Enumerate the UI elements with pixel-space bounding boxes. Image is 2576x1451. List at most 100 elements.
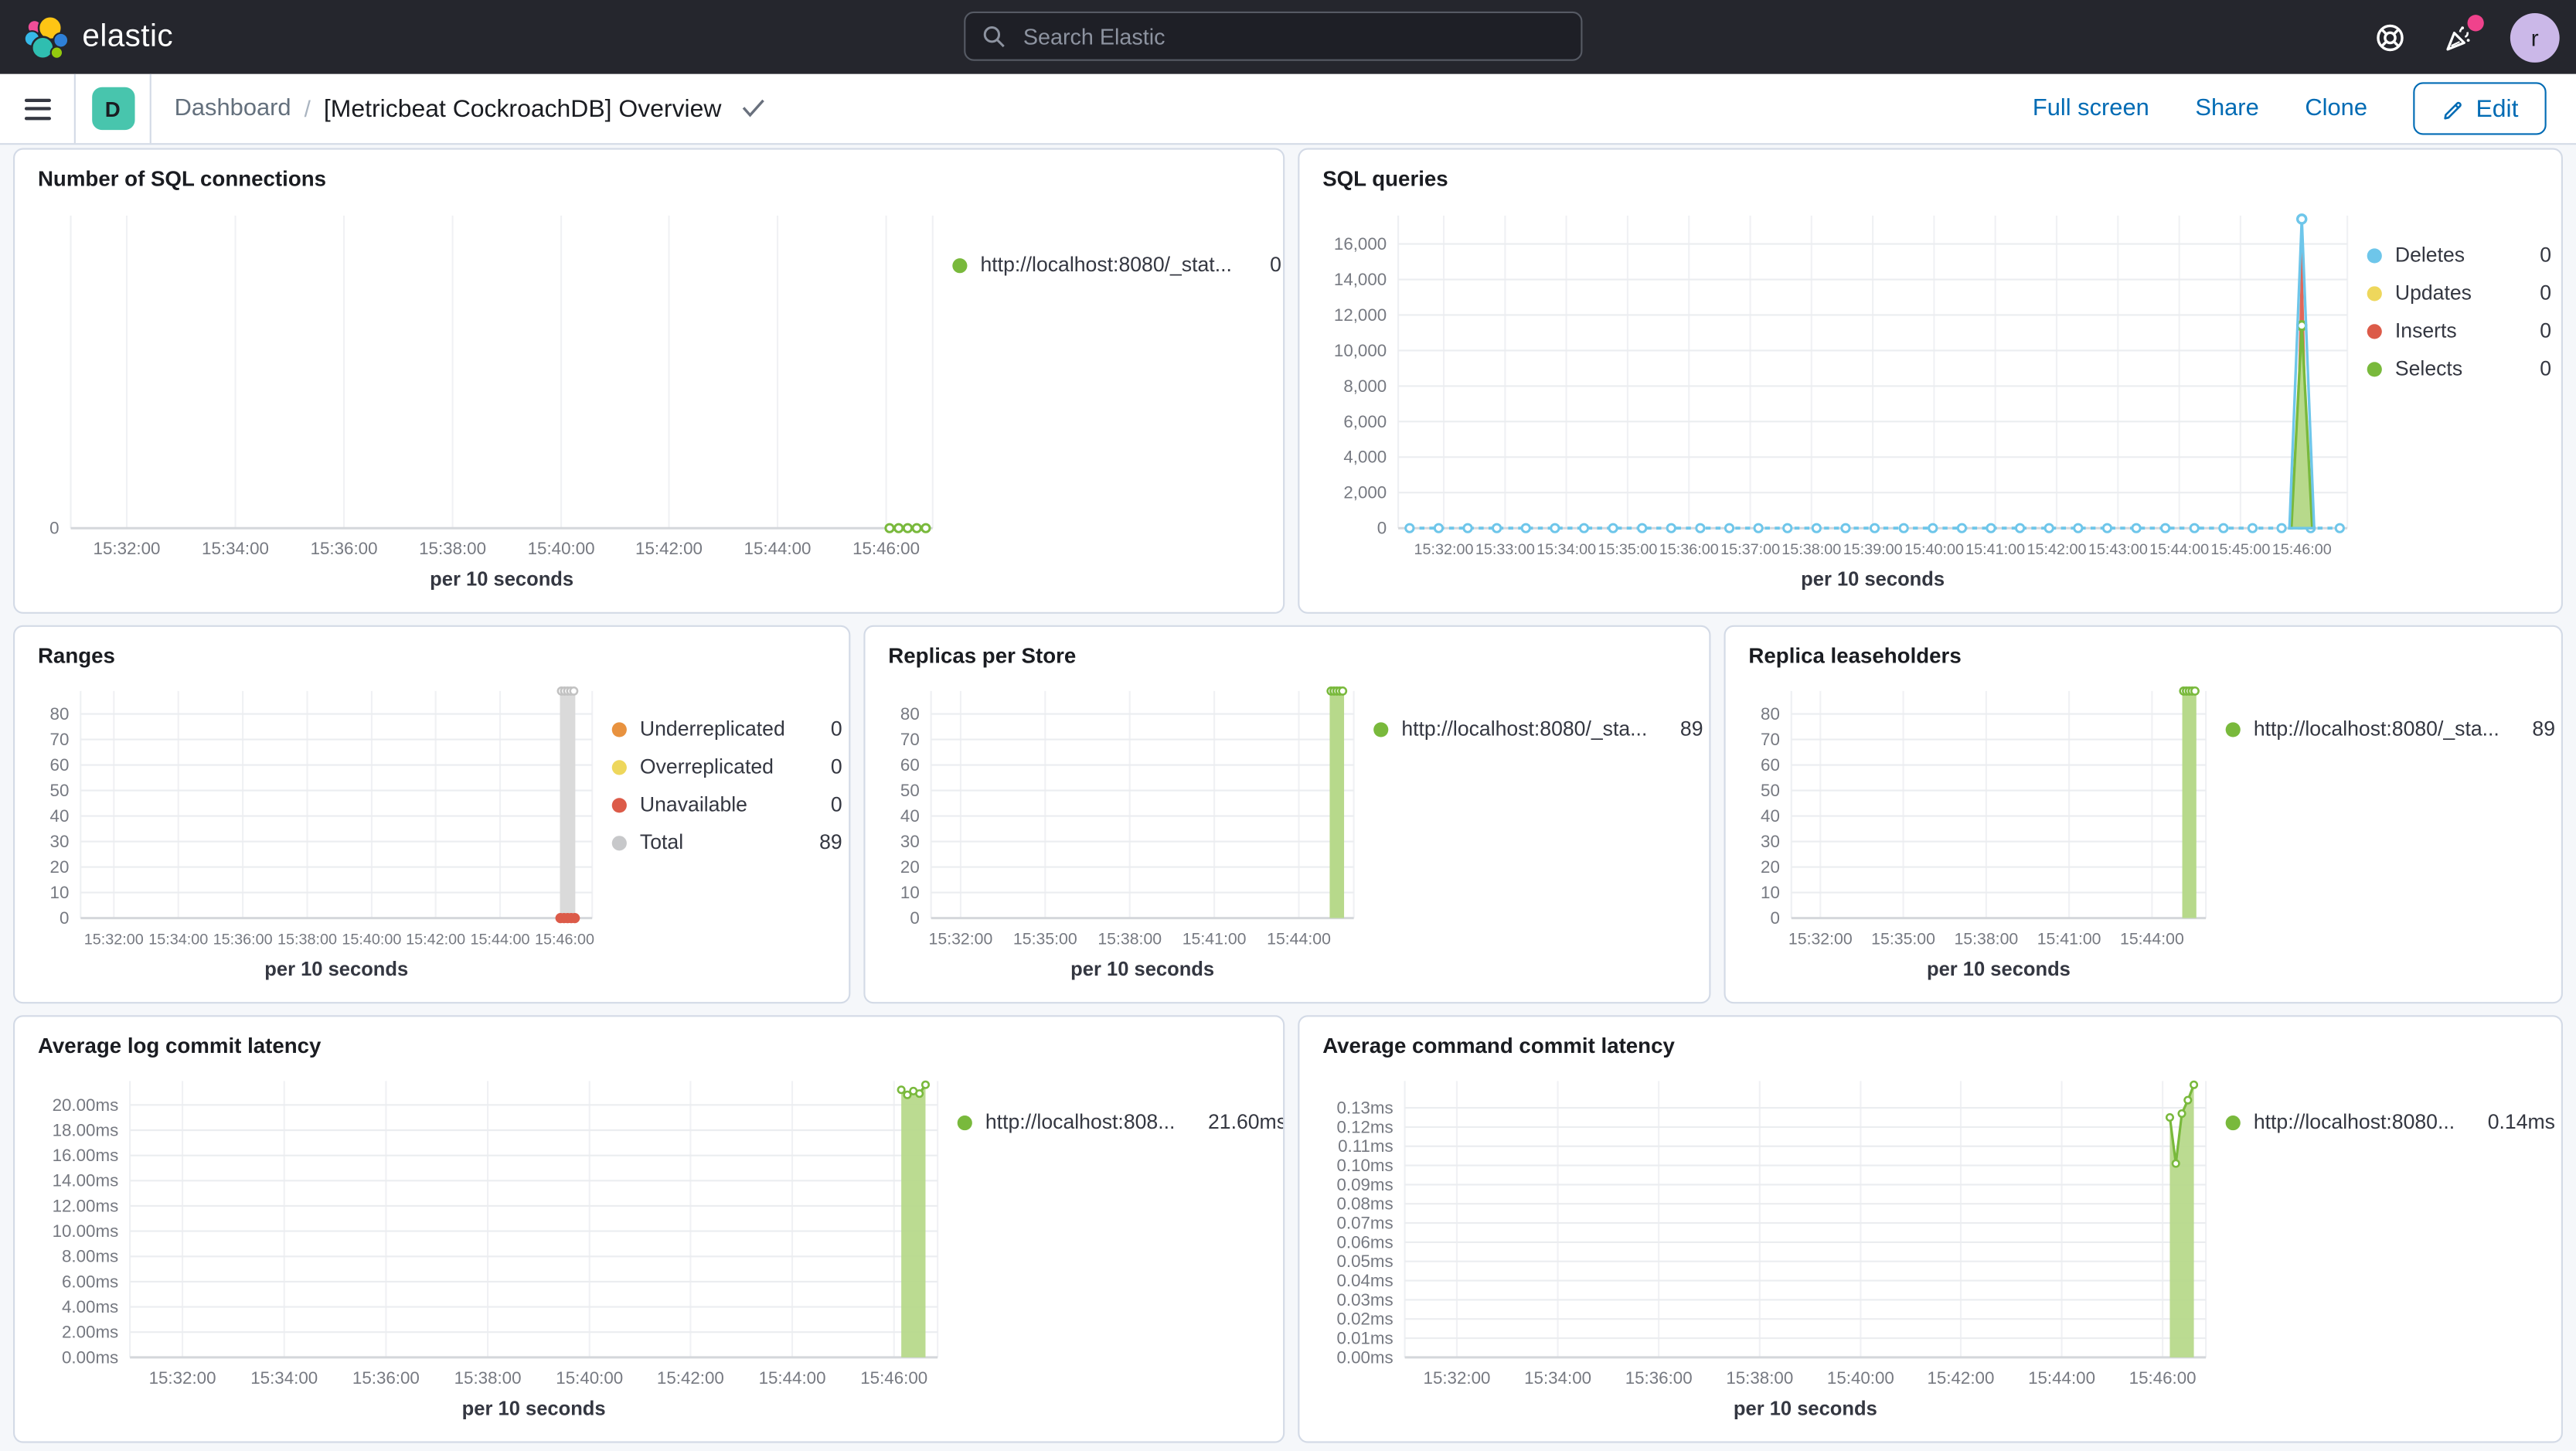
svg-text:15:34:00: 15:34:00 bbox=[250, 1368, 318, 1388]
menu-icon[interactable] bbox=[0, 73, 76, 144]
svg-text:15:36:00: 15:36:00 bbox=[1625, 1368, 1693, 1388]
svg-text:0: 0 bbox=[1377, 519, 1387, 538]
legend-swatch-icon bbox=[957, 1114, 972, 1130]
panel-sql-queries: SQL queries 0 2,000 4,000 6,000 8,000 10,000 1… bbox=[1298, 148, 2563, 614]
svg-text:per 10 seconds: per 10 seconds bbox=[1801, 569, 1945, 591]
svg-text:4.00ms: 4.00ms bbox=[62, 1297, 118, 1316]
svg-text:10: 10 bbox=[50, 883, 70, 902]
svg-text:15:39:00: 15:39:00 bbox=[1843, 541, 1903, 558]
legend-item[interactable]: Underreplicated 0 bbox=[611, 717, 842, 741]
svg-text:4,000: 4,000 bbox=[1343, 448, 1387, 467]
svg-text:15:32:00: 15:32:00 bbox=[84, 932, 144, 949]
svg-text:15:32:00: 15:32:00 bbox=[929, 930, 993, 949]
svg-text:20: 20 bbox=[50, 857, 70, 877]
legend-value: 0 bbox=[2540, 318, 2552, 342]
svg-text:per 10 seconds: per 10 seconds bbox=[1070, 959, 1214, 980]
svg-text:15:44:00: 15:44:00 bbox=[2028, 1368, 2095, 1388]
clone-button[interactable]: Clone bbox=[2305, 95, 2367, 122]
svg-text:15:40:00: 15:40:00 bbox=[556, 1368, 623, 1388]
user-avatar[interactable]: r bbox=[2510, 12, 2560, 62]
svg-text:80: 80 bbox=[900, 704, 920, 724]
svg-text:15:32:00: 15:32:00 bbox=[1788, 930, 1853, 949]
svg-text:15:38:00: 15:38:00 bbox=[1781, 541, 1841, 558]
legend-label: http://localhost:8080... bbox=[2253, 1110, 2455, 1134]
legend-item[interactable]: Deletes 0 bbox=[2367, 244, 2551, 267]
legend-label: http://localhost:8080/_sta... bbox=[2253, 717, 2499, 741]
legend-item[interactable]: Updates 0 bbox=[2367, 281, 2551, 305]
svg-text:60: 60 bbox=[50, 755, 70, 775]
notification-dot bbox=[2467, 14, 2484, 31]
share-button[interactable]: Share bbox=[2195, 95, 2259, 122]
svg-text:15:34:00: 15:34:00 bbox=[148, 932, 208, 949]
svg-text:0.00ms: 0.00ms bbox=[62, 1347, 118, 1367]
help-icon[interactable] bbox=[2372, 19, 2408, 55]
pencil-icon bbox=[2444, 101, 2462, 120]
svg-text:30: 30 bbox=[50, 832, 70, 851]
legend-value: 0 bbox=[830, 754, 842, 778]
svg-text:0.03ms: 0.03ms bbox=[1336, 1290, 1393, 1310]
svg-text:15:46:00: 15:46:00 bbox=[535, 932, 594, 949]
svg-text:8,000: 8,000 bbox=[1343, 376, 1387, 396]
legend-item[interactable]: http://localhost:8080/_stat... 0 bbox=[952, 254, 1281, 277]
chart-legend: http://localhost:8080... 0.14ms bbox=[2216, 1110, 2555, 1149]
legend-item[interactable]: Overreplicated 0 bbox=[611, 754, 842, 778]
legend-item[interactable]: Unavailable 0 bbox=[611, 793, 842, 816]
svg-text:6,000: 6,000 bbox=[1343, 412, 1387, 431]
legend-item[interactable]: http://localhost:808... 21.60ms bbox=[957, 1110, 1283, 1134]
svg-text:15:36:00: 15:36:00 bbox=[311, 539, 378, 558]
global-search[interactable] bbox=[964, 11, 1583, 61]
svg-text:0.05ms: 0.05ms bbox=[1336, 1252, 1393, 1271]
legend-item[interactable]: Total 89 bbox=[611, 831, 842, 854]
legend-item[interactable]: Inserts 0 bbox=[2367, 319, 2551, 342]
svg-text:70: 70 bbox=[1761, 730, 1780, 749]
edit-button[interactable]: Edit bbox=[2413, 82, 2547, 135]
svg-text:20: 20 bbox=[900, 857, 920, 877]
search-icon bbox=[983, 25, 1005, 47]
chart-legend: http://localhost:8080/_sta... 89 bbox=[2216, 717, 2555, 755]
svg-text:15:46:00: 15:46:00 bbox=[2129, 1368, 2197, 1388]
legend-item[interactable]: http://localhost:8080/_sta... 89 bbox=[2225, 717, 2555, 741]
panel-sql-connections: Number of SQL connections 0 15:32:00 15:34… bbox=[13, 148, 1285, 614]
chart-plot: 0.00ms0.01ms0.02ms0.03ms0.04ms0.05ms0.06… bbox=[1336, 1080, 2207, 1419]
chart-legend: Underreplicated 0 Overreplicated 0 Unavailab… bbox=[602, 717, 842, 869]
legend-label: http://localhost:808... bbox=[985, 1110, 1176, 1134]
svg-text:15:36:00: 15:36:00 bbox=[1659, 541, 1719, 558]
space-badge[interactable]: D bbox=[91, 87, 134, 131]
svg-text:15:42:00: 15:42:00 bbox=[635, 539, 703, 558]
svg-text:50: 50 bbox=[1761, 781, 1780, 800]
elastic-logo[interactable]: elastic bbox=[0, 14, 196, 60]
svg-text:15:33:00: 15:33:00 bbox=[1475, 541, 1535, 558]
svg-text:15:34:00: 15:34:00 bbox=[1524, 1368, 1591, 1388]
svg-text:15:43:00: 15:43:00 bbox=[2088, 541, 2148, 558]
svg-text:15:45:00: 15:45:00 bbox=[2210, 541, 2270, 558]
legend-swatch-icon bbox=[2367, 323, 2382, 339]
chart-legend: http://localhost:8080/_stat... 0 bbox=[943, 254, 1281, 291]
legend-item[interactable]: http://localhost:8080/_sta... 89 bbox=[1373, 717, 1703, 741]
legend-swatch-icon bbox=[2225, 1114, 2241, 1130]
svg-text:15:32:00: 15:32:00 bbox=[1424, 1368, 1491, 1388]
legend-swatch-icon bbox=[611, 721, 627, 737]
svg-text:60: 60 bbox=[900, 755, 920, 775]
svg-text:60: 60 bbox=[1761, 755, 1780, 775]
dashboard-toolbar: D Dashboard / [Metricbeat CockroachDB] O… bbox=[0, 73, 2576, 145]
svg-text:15:46:00: 15:46:00 bbox=[852, 539, 920, 558]
page-title: [Metricbeat CockroachDB] Overview bbox=[323, 94, 722, 123]
svg-text:15:38:00: 15:38:00 bbox=[1726, 1368, 1793, 1388]
title-caret-icon[interactable] bbox=[741, 99, 764, 119]
legend-value: 0 bbox=[2540, 356, 2552, 380]
svg-text:15:44:00: 15:44:00 bbox=[2149, 541, 2209, 558]
legend-label: Overreplicated bbox=[639, 754, 774, 778]
svg-text:8.00ms: 8.00ms bbox=[62, 1247, 118, 1266]
newsfeed-icon[interactable] bbox=[2441, 14, 2484, 55]
legend-item[interactable]: http://localhost:8080... 0.14ms bbox=[2225, 1110, 2555, 1134]
breadcrumb-dashboard-link[interactable]: Dashboard bbox=[174, 95, 291, 122]
svg-text:14.00ms: 14.00ms bbox=[53, 1171, 119, 1190]
legend-label: Updates bbox=[2394, 281, 2472, 305]
dashboard-grid: Number of SQL connections 0 15:32:00 15:34… bbox=[0, 143, 2576, 1451]
svg-text:10,000: 10,000 bbox=[1334, 341, 1387, 360]
full-screen-button[interactable]: Full screen bbox=[2032, 95, 2149, 122]
svg-text:15:38:00: 15:38:00 bbox=[419, 539, 486, 558]
legend-item[interactable]: Selects 0 bbox=[2367, 357, 2551, 380]
svg-text:15:44:00: 15:44:00 bbox=[471, 932, 530, 949]
search-input[interactable] bbox=[1019, 22, 1565, 50]
